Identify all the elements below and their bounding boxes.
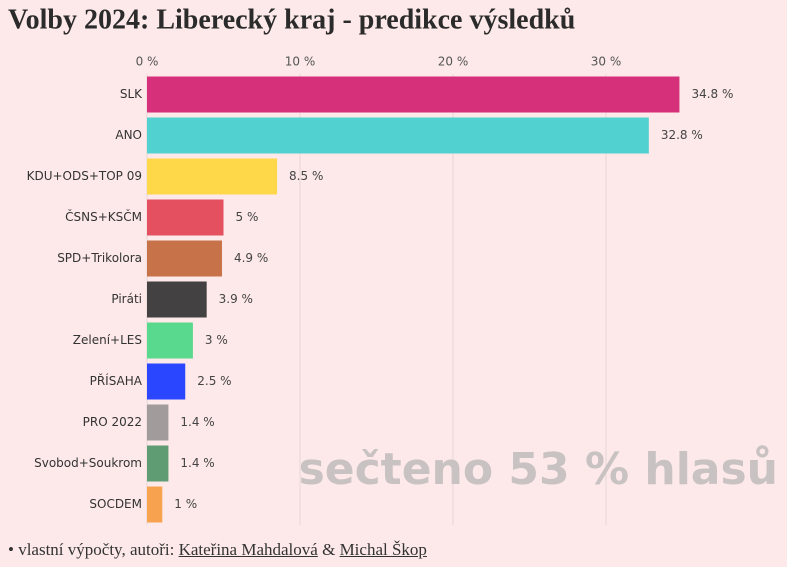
bar [147, 445, 169, 482]
footer-text: • vlastní výpočty, autoři: [8, 540, 175, 559]
x-tick-label: 10 % [285, 55, 316, 69]
category-label: Piráti [111, 292, 142, 306]
x-tick-label: 30 % [591, 55, 622, 69]
chart: Volby 2024: Liberecký kraj - predikce vý… [8, 4, 778, 525]
chart-title: Volby 2024: Liberecký kraj - predikce vý… [8, 4, 575, 35]
author-link[interactable]: Kateřina Mahdalová [178, 540, 318, 559]
category-label: ANO [115, 128, 142, 142]
bar [147, 404, 169, 441]
category-label: Svobod+Soukrom [34, 456, 142, 470]
category-label: PRO 2022 [83, 415, 142, 429]
bar [147, 158, 278, 195]
author-link[interactable]: Michal Škop [339, 540, 427, 559]
annotation: sečteno 53 % hlasů [299, 444, 778, 495]
value-label: 34.8 % [691, 87, 733, 101]
value-label: 1.4 % [180, 415, 214, 429]
bar [147, 281, 207, 318]
bar [147, 363, 186, 400]
category-label: KDU+ODS+TOP 09 [27, 169, 142, 183]
category-label: PŘÍSAHA [90, 373, 143, 388]
category-label: SOCDEM [89, 497, 142, 511]
value-label: 3 % [205, 333, 228, 347]
category-label: Zelení+LES [73, 333, 142, 347]
value-label: 32.8 % [661, 128, 703, 142]
x-tick-label: 20 % [438, 55, 469, 69]
bar [147, 486, 163, 523]
value-label: 3.9 % [219, 292, 253, 306]
value-label: 1 % [174, 497, 197, 511]
bar [147, 76, 680, 113]
value-label: 4.9 % [234, 251, 268, 265]
category-label: ČSNS+KSČM [65, 209, 142, 224]
footer-joiner: & [322, 540, 336, 559]
value-label: 8.5 % [289, 169, 323, 183]
bar [147, 117, 649, 154]
value-label: 2.5 % [197, 374, 231, 388]
x-tick-label: 0 % [136, 55, 159, 69]
bar [147, 199, 224, 236]
footer: • vlastní výpočty, autoři: Kateřina Mahd… [8, 540, 427, 560]
value-label: 5 % [236, 210, 259, 224]
category-label: SPD+Trikolora [57, 251, 142, 265]
bar [147, 322, 193, 359]
category-label: SLK [120, 87, 143, 101]
bar [147, 240, 222, 277]
value-label: 1.4 % [180, 456, 214, 470]
